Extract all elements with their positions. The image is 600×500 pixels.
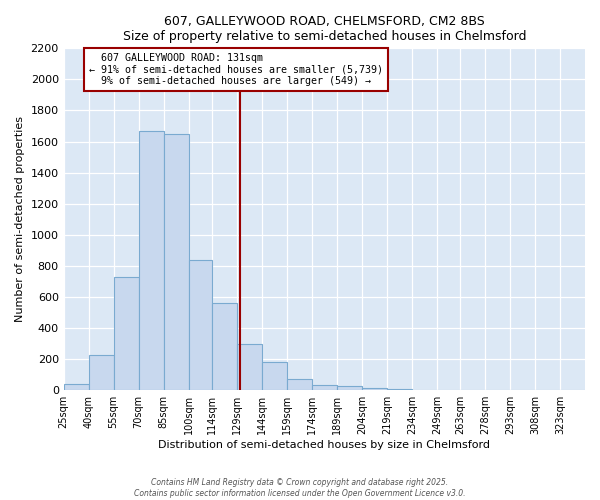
Bar xyxy=(387,388,412,390)
Bar xyxy=(89,355,113,390)
X-axis label: Distribution of semi-detached houses by size in Chelmsford: Distribution of semi-detached houses by … xyxy=(158,440,490,450)
Bar xyxy=(113,277,139,390)
Y-axis label: Number of semi-detached properties: Number of semi-detached properties xyxy=(15,116,25,322)
Bar xyxy=(262,362,287,390)
Bar xyxy=(212,303,237,390)
Bar xyxy=(337,386,362,390)
Text: Contains HM Land Registry data © Crown copyright and database right 2025.
Contai: Contains HM Land Registry data © Crown c… xyxy=(134,478,466,498)
Bar xyxy=(287,378,312,390)
Bar xyxy=(64,384,89,390)
Title: 607, GALLEYWOOD ROAD, CHELMSFORD, CM2 8BS
Size of property relative to semi-deta: 607, GALLEYWOOD ROAD, CHELMSFORD, CM2 8B… xyxy=(122,15,526,43)
Bar xyxy=(139,130,164,390)
Text: 607 GALLEYWOOD ROAD: 131sqm  
← 91% of semi-detached houses are smaller (5,739)
: 607 GALLEYWOOD ROAD: 131sqm ← 91% of sem… xyxy=(89,53,383,86)
Bar xyxy=(362,388,387,390)
Bar xyxy=(188,260,212,390)
Bar xyxy=(164,134,188,390)
Bar xyxy=(237,344,262,390)
Bar xyxy=(312,385,337,390)
